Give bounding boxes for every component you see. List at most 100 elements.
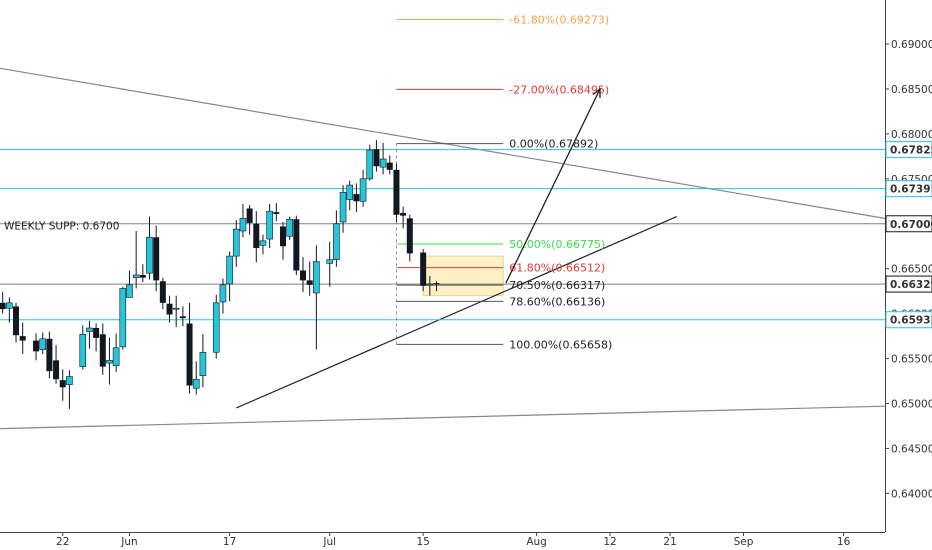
candle-up: [266, 210, 273, 240]
fib-level-label: 61.80%(0.66512): [509, 262, 605, 275]
candle-up: [226, 255, 233, 285]
price-badge: [885, 180, 932, 198]
price-tick-label: 0.68500: [891, 84, 932, 96]
candle-down: [53, 360, 60, 380]
candle-down: [353, 194, 360, 202]
candle-up: [126, 284, 133, 298]
candle-down: [153, 237, 160, 281]
highlight-zone: [422, 255, 504, 297]
candle-down: [59, 380, 66, 388]
fibonacci-layer: -61.80%(0.69273) -27.00%(0.68495) 0.00%(0.…: [396, 14, 612, 351]
candle-down: [179, 316, 186, 319]
candle-down: [393, 169, 400, 215]
candle-up: [326, 259, 334, 264]
time-tick-label: 15: [416, 536, 429, 548]
price-tick-label: 0.66500: [891, 264, 932, 276]
candle-down: [420, 252, 427, 286]
time-axis-background: [0, 532, 932, 550]
price-tick-label: 0.65000: [891, 398, 932, 410]
fib-level-label: 70.50%(0.66317): [509, 279, 605, 292]
candle-down: [139, 274, 146, 278]
price-badge-label: 0.67391: [890, 184, 932, 196]
trendline-layer: [0, 67, 886, 430]
candle-down: [159, 281, 166, 303]
time-tick-label: 22: [56, 536, 69, 548]
price-badge: [885, 275, 932, 293]
candle-down: [253, 223, 260, 249]
candle-up: [259, 240, 267, 246]
time-tick-label: 12: [603, 536, 616, 548]
candle-down: [13, 306, 20, 336]
projection-layer: [505, 87, 601, 284]
candle-down: [433, 283, 440, 285]
candle-up: [339, 192, 347, 223]
fib-level-label: 50.00%(0.66775): [509, 238, 605, 251]
candle-up: [106, 360, 113, 364]
candle-down: [186, 323, 193, 386]
candle-up: [333, 223, 340, 261]
candle-down: [46, 338, 53, 372]
candle-up: [66, 376, 73, 385]
candle-up: [379, 158, 387, 168]
candle-down: [273, 212, 280, 214]
candle-up: [426, 283, 434, 286]
candle-down: [293, 219, 300, 271]
candle-up: [219, 284, 227, 303]
candle-up: [39, 338, 47, 350]
candle-down: [33, 340, 40, 352]
fib-level-label: 100.00%(0.65658): [509, 338, 612, 351]
time-tick-label: 16: [837, 536, 851, 548]
candle-down: [99, 334, 106, 367]
candle-up: [199, 351, 207, 376]
price-tick-label: 0.64000: [891, 488, 932, 500]
time-tick-label: Jul: [322, 536, 336, 548]
trendline: [236, 216, 678, 409]
candle-down: [246, 208, 253, 223]
candle-up: [6, 302, 13, 309]
candle-up: [232, 228, 240, 257]
fib-level-label: 78.60%(0.66136): [509, 295, 605, 308]
price-badge-label: 0.67825: [890, 145, 932, 157]
candle-up: [346, 184, 354, 200]
price-axis-background: [885, 0, 932, 550]
candles-layer: [0, 140, 440, 409]
price-badge: [885, 141, 932, 159]
trendline: [0, 405, 886, 430]
candle-down: [300, 270, 307, 281]
price-badge: [885, 215, 932, 233]
time-tick-label: 21: [663, 536, 676, 548]
candle-down: [400, 212, 407, 216]
candle-down: [406, 218, 413, 254]
fib-level-label: -61.80%(0.69273): [509, 14, 609, 27]
candle-down: [306, 280, 313, 285]
price-badge-label: 0.66329: [890, 279, 932, 291]
projection-arrow-line: [505, 88, 601, 284]
price-axis[interactable]: 0.640000.645000.650000.655000.660000.665…: [885, 0, 932, 550]
candle-up: [366, 149, 374, 180]
candle-up: [239, 218, 247, 232]
price-tick-label: 0.65500: [891, 354, 932, 366]
candle-up: [359, 178, 367, 202]
candle-up: [313, 261, 320, 294]
candle-up: [192, 378, 200, 389]
time-tick-label: Aug: [526, 536, 547, 548]
time-axis[interactable]: 22 Jun 17 Jul 15 Aug 12 21 Sep 16: [0, 532, 932, 550]
price-badge: [885, 311, 932, 329]
candle-up: [212, 302, 220, 353]
fib-level-label: 0.00%(0.67892): [509, 138, 598, 151]
candle-up: [286, 218, 293, 237]
candle-down: [279, 226, 286, 247]
fib-level-label: -27.00%(0.68495): [509, 83, 609, 96]
candle-down: [166, 303, 173, 315]
time-tick-label: Jun: [120, 536, 137, 548]
horizontal-levels-layer: [0, 149, 885, 321]
candle-up: [146, 236, 153, 274]
projection-arrow-head: [592, 87, 601, 98]
price-tick-label: 0.68000: [891, 129, 932, 141]
candle-down: [19, 336, 26, 341]
time-tick-label: Sep: [734, 536, 754, 548]
weekly-support-annotation: WEEKLY SUPP: 0.6700: [4, 221, 119, 233]
